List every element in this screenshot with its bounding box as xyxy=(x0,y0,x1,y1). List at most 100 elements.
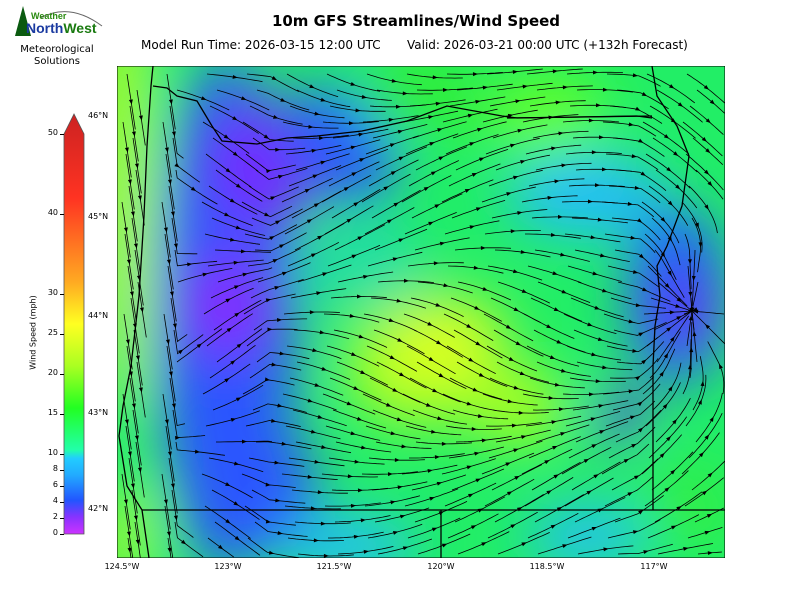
streamline-arrow xyxy=(719,363,723,370)
streamline-arrow xyxy=(124,147,129,153)
streamline-arrow xyxy=(313,203,320,208)
streamline-arrow xyxy=(423,186,430,192)
streamline-arrow xyxy=(669,84,675,89)
streamline-arrow xyxy=(513,385,519,390)
streamline xyxy=(164,505,174,558)
streamline-arrow xyxy=(676,316,682,321)
streamline-arrow xyxy=(433,261,439,266)
streamline-arrow xyxy=(357,236,363,241)
streamline-arrow xyxy=(516,507,523,512)
streamline-arrow xyxy=(127,179,132,185)
streamline-arrow xyxy=(556,339,562,344)
streamline-arrow xyxy=(597,337,604,342)
colorbar-tickmark xyxy=(60,374,64,375)
streamline-arrow xyxy=(363,274,369,279)
streamline-arrow xyxy=(634,475,640,480)
streamline-arrow xyxy=(358,132,364,137)
lat-label: 43°N xyxy=(88,408,109,417)
streamline-arrow xyxy=(677,102,684,107)
streamline-arrow xyxy=(402,546,409,551)
streamline-arrow xyxy=(309,84,315,89)
streamline-arrow xyxy=(272,114,279,119)
streamline-arrow xyxy=(392,530,399,535)
streamline xyxy=(167,537,172,558)
streamline-arrow xyxy=(307,474,313,479)
streamline-arrow xyxy=(475,207,482,212)
streamline-arrow xyxy=(511,423,517,428)
streamline-arrow xyxy=(505,324,512,329)
streamline-arrow xyxy=(173,515,178,521)
streamline-arrow xyxy=(133,243,138,249)
streamline-arrow xyxy=(436,481,443,486)
streamline-arrow xyxy=(551,420,557,425)
streamline-arrow xyxy=(482,286,488,291)
logo-tagline: Meteorological Solutions xyxy=(0,44,114,68)
streamline-arrow xyxy=(390,431,396,436)
streamline-arrow xyxy=(137,467,142,473)
streamline-arrow xyxy=(353,386,359,390)
colorbar-tickmark xyxy=(60,334,64,335)
colorbar-tick-2: 2 xyxy=(52,512,58,521)
streamline-arrow xyxy=(265,519,272,524)
colorbar-tick-25: 25 xyxy=(47,328,58,337)
streamline-arrow xyxy=(467,113,474,118)
streamline-arrow xyxy=(548,115,554,120)
streamline-arrow xyxy=(470,525,477,530)
streamline-arrow xyxy=(137,195,142,201)
streamline-arrow xyxy=(554,382,561,387)
streamline-arrow xyxy=(664,487,670,492)
streamline-arrow xyxy=(637,401,643,407)
streamline-arrow xyxy=(553,307,560,312)
lat-label: 44°N xyxy=(88,311,109,320)
colorbar-tick-10: 10 xyxy=(47,448,58,457)
streamline-arrow xyxy=(232,116,238,121)
streamline-arrow xyxy=(233,260,239,265)
streamline-arrow xyxy=(316,291,322,296)
streamline-arrow xyxy=(697,399,702,405)
streamline-arrow xyxy=(600,253,606,258)
streamline-arrow xyxy=(319,330,325,335)
streamline-arrow xyxy=(703,84,709,90)
streamline-arrow xyxy=(318,136,324,141)
coastline xyxy=(118,66,154,558)
streamline-arrow xyxy=(226,327,232,333)
streamline-arrow xyxy=(587,199,593,204)
streamline-arrow xyxy=(666,326,672,332)
streamline-arrow xyxy=(481,438,487,443)
streamline-arrow xyxy=(241,96,247,100)
colorbar-tick-6: 6 xyxy=(52,480,58,489)
streamline-arrow xyxy=(361,445,367,450)
streamline-arrow xyxy=(312,174,318,179)
streamline-arrow xyxy=(166,259,171,265)
streamline-arrow xyxy=(632,530,639,535)
lon-label: 118.5°W xyxy=(529,562,565,571)
streamline-arrow xyxy=(505,462,511,467)
streamline-arrow xyxy=(591,526,598,531)
streamline-arrow xyxy=(546,490,552,495)
streamline-arrow xyxy=(281,441,287,446)
streamline-arrow xyxy=(550,524,556,529)
streamline-arrow xyxy=(234,312,240,317)
streamline-arrow xyxy=(586,490,592,495)
streamline xyxy=(691,460,725,491)
streamline-arrow xyxy=(127,547,132,553)
streamline-arrow xyxy=(627,492,633,497)
lon-label: 117°W xyxy=(640,562,668,571)
lon-label: 124.5°W xyxy=(104,562,140,571)
streamline-arrow xyxy=(598,135,604,140)
streamline-arrow xyxy=(438,156,444,161)
streamline-arrow xyxy=(521,435,527,439)
streamline-arrow xyxy=(131,131,136,137)
idaho-oregon-border xyxy=(651,66,690,510)
streamline-arrow xyxy=(275,147,281,152)
streamline-arrow xyxy=(307,398,313,403)
colorbar-tick-30: 30 xyxy=(47,288,58,297)
streamline-arrow xyxy=(668,386,673,392)
streamline-arrow xyxy=(187,262,193,267)
wind-speed-region xyxy=(487,76,607,156)
streamline-arrow xyxy=(641,359,647,365)
streamline-arrow xyxy=(225,168,231,173)
streamline-arrow xyxy=(478,372,485,377)
streamline-arrow xyxy=(638,510,644,515)
wind-speed-region xyxy=(307,226,427,306)
